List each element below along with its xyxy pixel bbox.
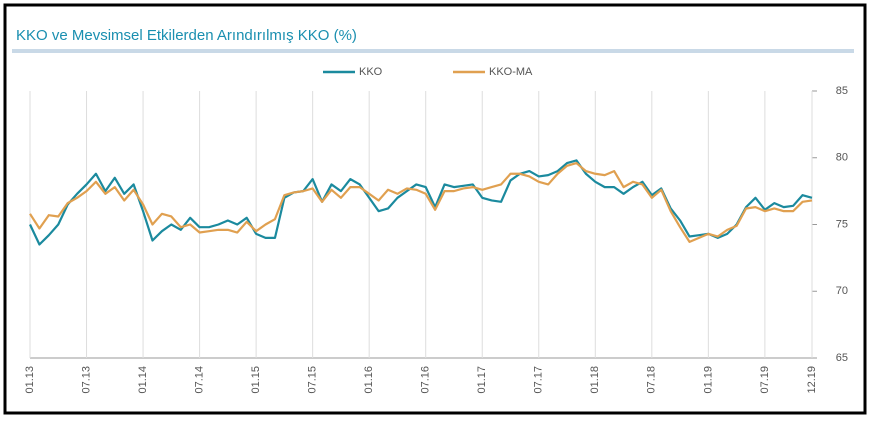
- x-tick-label: 07.16: [420, 366, 432, 394]
- x-tick-label: 07.13: [80, 366, 92, 394]
- y-tick-label: 80: [836, 152, 848, 164]
- x-tick-label: 01.17: [476, 366, 488, 394]
- x-tick-label: 01.18: [589, 366, 601, 394]
- y-tick-label: 85: [836, 85, 848, 97]
- x-tick-label: 01.15: [250, 366, 262, 394]
- y-tick-label: 70: [836, 285, 848, 297]
- x-tick-label: 07.18: [646, 366, 658, 394]
- series-line: [29, 161, 813, 243]
- legend-label: KKO: [359, 66, 383, 78]
- x-tick-label: 07.17: [533, 366, 545, 394]
- title-rule: [12, 49, 854, 53]
- x-tick-label: 01.16: [363, 366, 375, 394]
- y-tick-label: 75: [836, 218, 848, 230]
- chart-title: KKO ve Mevsimsel Etkilerden Arındırılmış…: [16, 27, 357, 44]
- x-tick-label: 01.19: [702, 366, 714, 394]
- x-tick-label: 07.14: [193, 366, 205, 394]
- y-tick-label: 65: [836, 352, 848, 364]
- x-tick-label: 01.13: [24, 366, 36, 394]
- x-tick-label: 01.14: [137, 366, 149, 394]
- x-tick-label: 12.19: [806, 366, 818, 394]
- series-line: [29, 159, 813, 246]
- x-tick-label: 07.19: [759, 366, 771, 394]
- legend-label: KKO-MA: [489, 66, 533, 78]
- x-tick-label: 07.15: [307, 366, 319, 394]
